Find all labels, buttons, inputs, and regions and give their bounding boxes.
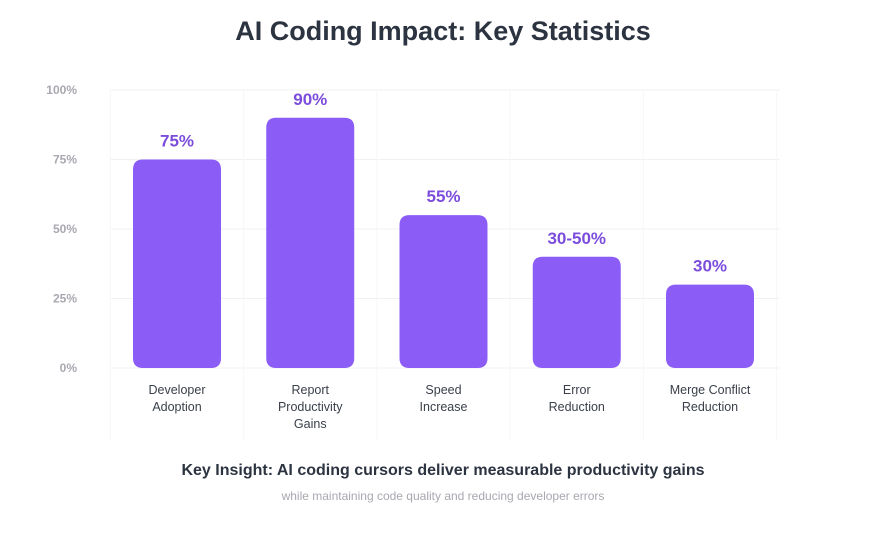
bar (666, 284, 754, 368)
x-tick-label: Error (563, 383, 591, 397)
y-tick-label: 100% (46, 83, 77, 97)
x-tick-label: Speed (425, 383, 461, 397)
x-tick-label: Increase (420, 400, 468, 414)
data-labels: 75% 90% 55% 30-50% 30% (160, 90, 727, 276)
x-tick-label: Gains (294, 417, 327, 431)
data-label: 75% (160, 132, 194, 151)
bar (399, 215, 488, 368)
x-tick-label: Report (291, 383, 329, 397)
data-label: 55% (426, 187, 460, 206)
y-tick-label: 75% (53, 153, 77, 167)
bar (266, 117, 355, 368)
data-label: 30-50% (547, 229, 606, 248)
y-axis-ticks: 0% 25% 50% 75% 100% (46, 83, 77, 375)
x-tick-label: Reduction (682, 400, 738, 414)
data-label: 30% (693, 257, 727, 276)
x-tick-label: Merge Conflict (670, 383, 751, 397)
x-tick-label: Reduction (549, 400, 605, 414)
y-tick-label: 50% (53, 222, 77, 236)
chart-title: AI Coding Impact: Key Statistics (235, 16, 651, 46)
x-tick-label: Productivity (278, 400, 343, 414)
y-tick-label: 0% (60, 361, 78, 375)
x-axis-labels: Developer Adoption Report Productivity Gains… (149, 383, 751, 431)
x-tick-label: Developer (149, 383, 206, 397)
bar (532, 256, 621, 368)
y-tick-label: 25% (53, 292, 77, 306)
insight-subtitle: while maintaining code quality and reduc… (281, 489, 605, 503)
x-tick-label: Adoption (152, 400, 201, 414)
bar (133, 159, 221, 368)
data-label: 90% (293, 90, 327, 109)
insight-title: Key Insight: AI coding cursors deliver m… (181, 462, 705, 479)
bars (133, 117, 754, 368)
